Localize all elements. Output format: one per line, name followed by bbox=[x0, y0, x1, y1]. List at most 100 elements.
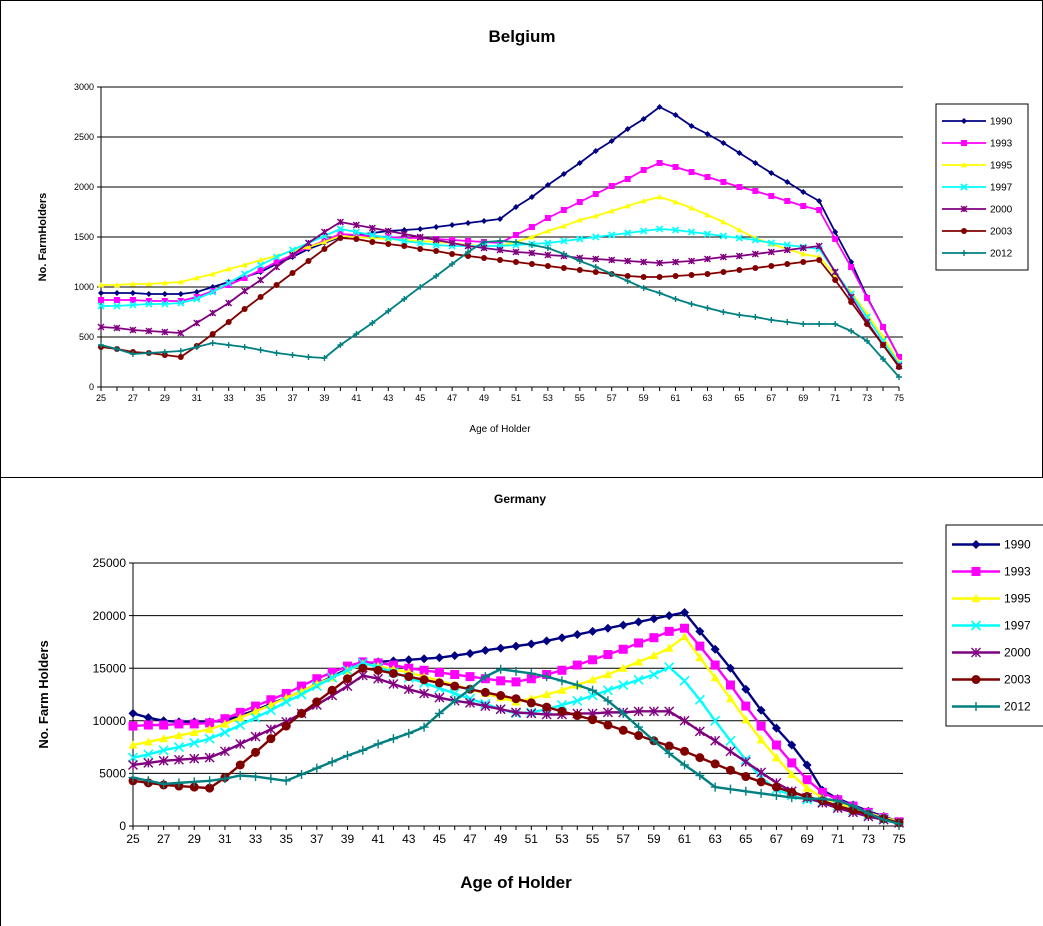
belgium-point bbox=[736, 184, 743, 190]
belgium-point bbox=[624, 229, 632, 237]
belgium-x-tick-label: 49 bbox=[479, 393, 489, 403]
germany-point bbox=[450, 681, 460, 691]
germany-legend-label: 2000 bbox=[1004, 646, 1031, 660]
belgium-point bbox=[799, 244, 807, 252]
belgium-x-tick-label: 73 bbox=[862, 393, 872, 403]
belgium-point bbox=[401, 227, 408, 233]
belgium-point bbox=[225, 299, 233, 307]
belgium-point bbox=[896, 354, 902, 360]
germany-point bbox=[741, 772, 751, 782]
belgium-point bbox=[560, 223, 567, 229]
belgium-x-tick-label: 27 bbox=[128, 393, 138, 403]
belgium-series-2012 bbox=[98, 238, 902, 380]
germany-x-tick-label: 33 bbox=[249, 832, 263, 846]
belgium-point bbox=[129, 290, 136, 296]
germany-point bbox=[725, 694, 735, 703]
germany-point bbox=[511, 707, 521, 718]
germany-legend-item: 1997 bbox=[952, 619, 1031, 633]
belgium-point bbox=[257, 261, 265, 269]
germany-point bbox=[741, 715, 751, 724]
belgium-point bbox=[704, 212, 711, 218]
germany-x-tick-label: 25 bbox=[126, 832, 140, 846]
belgium-point bbox=[145, 350, 152, 356]
belgium-x-tick-label: 25 bbox=[96, 393, 106, 403]
belgium-point bbox=[257, 267, 264, 273]
belgium-x-tick-label: 37 bbox=[288, 393, 298, 403]
belgium-point bbox=[305, 244, 312, 250]
belgium-point bbox=[816, 321, 823, 327]
germany-point bbox=[756, 721, 766, 731]
belgium-x-tick-label: 65 bbox=[734, 393, 744, 403]
germany-point bbox=[787, 769, 797, 779]
belgium-point bbox=[465, 238, 472, 244]
belgium-point bbox=[97, 302, 105, 310]
belgium-point bbox=[321, 355, 328, 361]
belgium-point bbox=[592, 213, 599, 219]
germany-point bbox=[572, 660, 582, 670]
germany-point bbox=[311, 681, 322, 692]
germany-y-tick-label: 0 bbox=[119, 819, 126, 833]
germany-point bbox=[465, 672, 475, 682]
germany-point bbox=[725, 765, 735, 775]
belgium-y-tick-label: 3000 bbox=[74, 82, 94, 92]
belgium-y-tick-label: 1500 bbox=[74, 232, 94, 242]
germany-point bbox=[158, 745, 169, 756]
germany-point bbox=[143, 749, 154, 760]
germany-point bbox=[664, 662, 675, 673]
belgium-point bbox=[449, 251, 456, 257]
belgium-x-tick-label: 63 bbox=[702, 393, 712, 403]
belgium-point bbox=[337, 235, 344, 241]
germany-point bbox=[480, 701, 491, 712]
germany-point bbox=[419, 675, 429, 685]
belgium-point bbox=[848, 264, 855, 270]
belgium-point bbox=[161, 349, 168, 355]
germany-x-tick-label: 69 bbox=[800, 832, 814, 846]
belgium-point bbox=[736, 267, 743, 273]
germany-point bbox=[434, 653, 444, 663]
germany-y-tick-label: 5000 bbox=[99, 767, 126, 781]
belgium-point bbox=[832, 236, 839, 242]
germany-point bbox=[588, 655, 598, 665]
belgium-point bbox=[241, 306, 248, 312]
germany-point bbox=[648, 669, 659, 680]
germany-point bbox=[694, 694, 705, 705]
germany-point bbox=[127, 752, 139, 763]
belgium-point bbox=[129, 301, 137, 309]
germany-point bbox=[603, 720, 613, 730]
belgium-point bbox=[209, 331, 216, 337]
belgium-point bbox=[496, 246, 504, 254]
belgium-legend-label: 2000 bbox=[990, 205, 1013, 216]
germany-legend-label: 2003 bbox=[1004, 673, 1031, 687]
belgium-point bbox=[384, 227, 392, 235]
germany-point bbox=[173, 742, 185, 753]
germany-x-tick-label: 37 bbox=[310, 832, 324, 846]
belgium-point bbox=[880, 356, 887, 362]
belgium-point bbox=[433, 224, 440, 230]
germany-point bbox=[496, 664, 506, 674]
germany-point bbox=[388, 734, 398, 744]
belgium-point bbox=[784, 319, 791, 325]
belgium-point bbox=[417, 246, 424, 252]
germany-point bbox=[266, 734, 276, 744]
germany-point bbox=[618, 679, 629, 691]
belgium-x-tick-label: 41 bbox=[351, 393, 361, 403]
belgium-point bbox=[640, 285, 647, 291]
belgium-point bbox=[783, 246, 791, 254]
germany-point bbox=[250, 731, 261, 742]
germany-legend-label: 2012 bbox=[1004, 700, 1031, 714]
belgium-point bbox=[225, 266, 232, 272]
belgium-x-tick-label: 31 bbox=[192, 393, 202, 403]
belgium-point bbox=[576, 235, 584, 243]
belgium-legend-label: 1997 bbox=[990, 183, 1013, 194]
belgium-point bbox=[385, 241, 392, 247]
germany-x-tick-label: 43 bbox=[402, 832, 416, 846]
germany-point bbox=[327, 667, 337, 677]
belgium-point bbox=[416, 239, 424, 247]
germany-point bbox=[189, 719, 199, 729]
belgium-point bbox=[384, 234, 392, 242]
germany-point bbox=[450, 670, 460, 680]
belgium-point bbox=[353, 331, 360, 337]
belgium-point bbox=[369, 235, 376, 241]
germany-point bbox=[649, 736, 659, 746]
belgium-point bbox=[832, 277, 839, 283]
